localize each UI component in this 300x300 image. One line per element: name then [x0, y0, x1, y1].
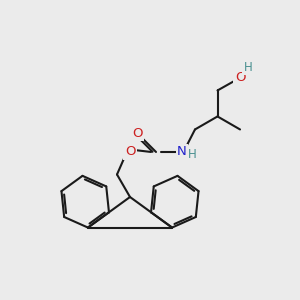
Text: O: O [132, 127, 143, 140]
Text: H: H [244, 61, 252, 74]
Text: O: O [125, 146, 135, 158]
Text: N: N [177, 146, 187, 158]
Text: H: H [188, 148, 196, 161]
Text: O: O [235, 71, 245, 84]
